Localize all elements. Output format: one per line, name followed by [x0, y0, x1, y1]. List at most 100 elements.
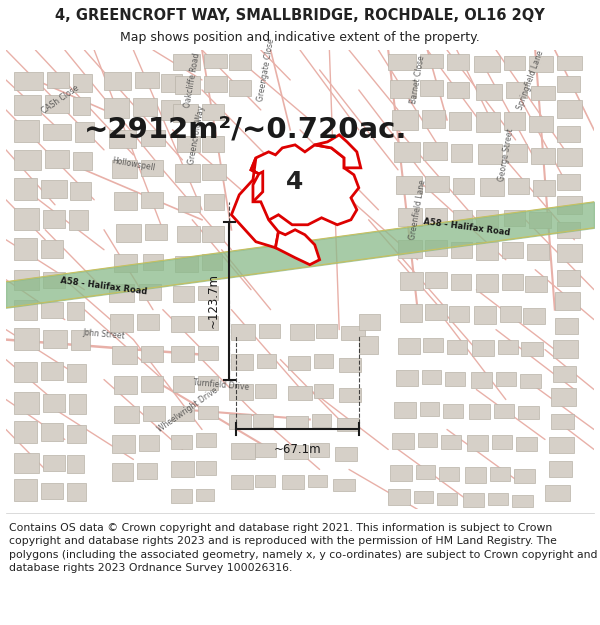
Bar — [67, 426, 86, 444]
Bar — [114, 376, 137, 394]
Bar — [419, 80, 443, 96]
Text: Greengate Close: Greengate Close — [256, 38, 275, 102]
Bar — [400, 304, 422, 322]
Bar — [176, 226, 200, 242]
Bar — [232, 324, 255, 339]
Bar — [557, 196, 582, 214]
Bar — [232, 476, 253, 489]
Bar — [392, 110, 418, 130]
Bar — [114, 192, 137, 210]
Bar — [463, 493, 484, 508]
Bar — [553, 339, 578, 357]
Bar — [447, 54, 469, 70]
Text: Map shows position and indicative extent of the property.: Map shows position and indicative extent… — [120, 31, 480, 44]
Bar — [41, 483, 63, 499]
Bar — [170, 316, 194, 332]
Bar — [137, 314, 159, 329]
Bar — [557, 244, 582, 262]
Bar — [290, 324, 314, 339]
Bar — [229, 80, 251, 96]
Bar — [133, 98, 157, 116]
Bar — [173, 54, 200, 70]
Bar — [139, 436, 159, 451]
Bar — [41, 180, 67, 198]
Polygon shape — [232, 158, 278, 248]
Bar — [557, 270, 580, 286]
Bar — [109, 284, 134, 302]
Bar — [334, 479, 355, 491]
Bar — [204, 76, 227, 92]
Bar — [555, 318, 578, 334]
Bar — [449, 306, 469, 322]
Bar — [506, 144, 527, 162]
Bar — [341, 326, 365, 339]
Bar — [553, 366, 577, 381]
Bar — [314, 354, 334, 367]
Bar — [14, 328, 40, 349]
Bar — [196, 489, 214, 501]
Bar — [69, 394, 86, 414]
Bar — [447, 339, 467, 354]
Bar — [69, 210, 88, 230]
Bar — [43, 210, 65, 227]
Bar — [71, 329, 90, 349]
Bar — [425, 208, 447, 224]
Bar — [170, 406, 194, 421]
Bar — [173, 104, 198, 122]
Bar — [253, 414, 272, 428]
Bar — [308, 476, 328, 488]
Bar — [170, 461, 194, 478]
Bar — [506, 82, 527, 98]
Bar — [116, 224, 141, 242]
Bar — [481, 178, 504, 196]
Bar — [496, 371, 515, 386]
Bar — [257, 354, 277, 367]
Bar — [173, 286, 194, 302]
Bar — [112, 160, 137, 178]
Bar — [526, 276, 547, 292]
Bar — [136, 72, 159, 88]
Bar — [14, 150, 41, 170]
Bar — [413, 491, 433, 503]
Bar — [229, 414, 251, 429]
Bar — [14, 479, 37, 501]
Bar — [523, 308, 545, 324]
Bar — [518, 406, 539, 419]
Text: 4, GREENCROFT WAY, SMALLBRIDGE, ROCHDALE, OL16 2QY: 4, GREENCROFT WAY, SMALLBRIDGE, ROCHDALE… — [55, 8, 545, 22]
Bar — [339, 388, 361, 401]
Bar — [394, 142, 419, 162]
Bar — [73, 152, 92, 170]
Bar — [443, 404, 463, 418]
Bar — [514, 469, 535, 483]
Bar — [337, 418, 359, 431]
Bar — [259, 324, 280, 338]
Text: Hollowspell: Hollowspell — [111, 157, 156, 173]
Polygon shape — [251, 145, 359, 225]
Bar — [557, 76, 580, 92]
Text: Contains OS data © Crown copyright and database right 2021. This information is : Contains OS data © Crown copyright and d… — [9, 523, 598, 573]
Bar — [425, 272, 447, 288]
Text: John Street: John Street — [83, 328, 125, 341]
Bar — [551, 414, 574, 429]
Bar — [476, 112, 500, 132]
Bar — [529, 212, 551, 228]
Bar — [74, 122, 94, 142]
Bar — [229, 54, 251, 70]
Bar — [14, 299, 37, 319]
Bar — [504, 210, 526, 226]
Bar — [476, 84, 502, 100]
Bar — [141, 192, 163, 208]
Bar — [41, 240, 63, 258]
Bar — [335, 448, 357, 461]
Bar — [43, 272, 65, 288]
Bar — [502, 274, 523, 289]
Bar — [453, 178, 475, 194]
Bar — [520, 374, 541, 388]
Bar — [41, 362, 63, 379]
Bar — [175, 164, 200, 182]
Text: Springfield Lane: Springfield Lane — [515, 49, 545, 111]
Bar — [283, 476, 304, 489]
Bar — [255, 444, 277, 458]
Bar — [14, 421, 37, 444]
Bar — [316, 324, 337, 338]
